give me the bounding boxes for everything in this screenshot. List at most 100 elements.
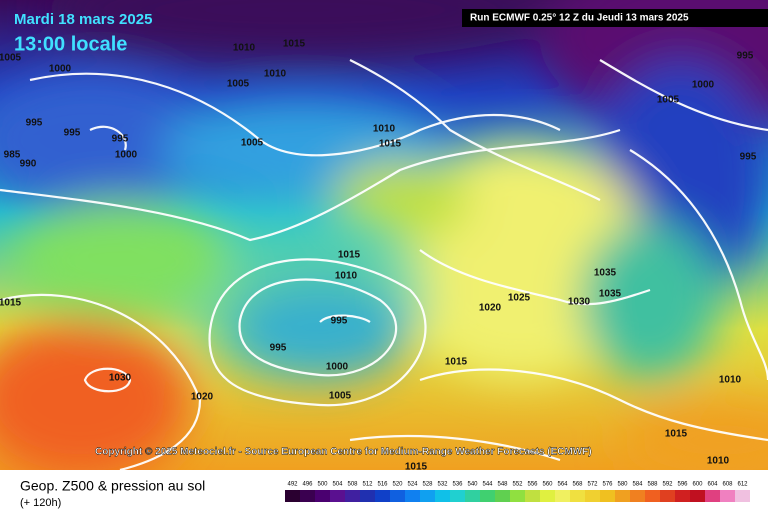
scale-label: 576 [602, 482, 613, 488]
copyright: Copyright © 2025 Meteociel.fr - Source E… [95, 447, 592, 458]
scale-label: 528 [422, 482, 433, 488]
scale-swatch [660, 490, 675, 502]
field: 1010 1015 1010 1005 1000 1005 995 995 995 1000 985… [0, 0, 768, 470]
isobar-label: 995 [112, 134, 129, 145]
isobar-label: 1010 [264, 69, 287, 80]
scale-label: 580 [617, 482, 628, 488]
scale-label: 600 [692, 482, 703, 488]
scale-swatch [570, 490, 585, 502]
isobar-label: 1000 [115, 150, 138, 161]
scale-swatch [330, 490, 345, 502]
isobar-label: 1010 [719, 375, 742, 386]
scale-swatch [345, 490, 360, 502]
scale-swatch [495, 490, 510, 502]
isobar-label: 995 [64, 128, 81, 139]
scale-label: 512 [362, 482, 373, 488]
scale-label: 520 [392, 482, 403, 488]
scale-swatch [300, 490, 315, 502]
scale-swatch [735, 490, 750, 502]
scale-swatch [390, 490, 405, 502]
isobar-label: 1015 [338, 250, 361, 261]
scale-label: 508 [347, 482, 358, 488]
isobar-label: 1010 [335, 271, 358, 282]
scale-swatch [540, 490, 555, 502]
isobar-label: 1030 [109, 373, 132, 384]
scale-swatch [600, 490, 615, 502]
isobar-label: 1005 [241, 138, 264, 149]
isobar-label: 995 [331, 316, 348, 327]
scale-label: 612 [737, 482, 748, 488]
scale-swatch [420, 490, 435, 502]
isobar-label: 985 [4, 150, 21, 161]
scale-label: 604 [707, 482, 718, 488]
scale-swatch [405, 490, 420, 502]
scale-swatch [615, 490, 630, 502]
scale-label: 572 [587, 482, 598, 488]
scale-swatch [585, 490, 600, 502]
isobar-label: 995 [740, 152, 757, 163]
isobar-label: 995 [26, 118, 43, 129]
isobar-label: 1020 [479, 303, 502, 314]
isobar-label: 1005 [227, 79, 250, 90]
isobar-label: 1010 [373, 124, 396, 135]
isobar-label: 1010 [233, 43, 256, 54]
scale-label: 548 [497, 482, 508, 488]
time: 13:00 locale [14, 33, 127, 55]
scale-swatch [555, 490, 570, 502]
scale-swatch [705, 490, 720, 502]
scale-label: 588 [647, 482, 658, 488]
scale-swatch [720, 490, 735, 502]
scale-label: 592 [662, 482, 673, 488]
scale-label: 496 [302, 482, 313, 488]
scale-swatch [375, 490, 390, 502]
isobar-label: 1000 [692, 80, 715, 91]
scale-label: 492 [287, 482, 298, 488]
scale-label: 524 [407, 482, 418, 488]
scale-swatch [480, 490, 495, 502]
isobar-label: 1000 [326, 362, 349, 373]
scale-label: 504 [332, 482, 343, 488]
isobar-label: 1010 [707, 456, 730, 467]
isobar-label: 1035 [599, 289, 622, 300]
scale-label: 500 [317, 482, 328, 488]
scale-label: 568 [572, 482, 583, 488]
date: Mardi 18 mars 2025 [14, 11, 152, 28]
isobar-label: 990 [20, 159, 37, 170]
scale-swatch [450, 490, 465, 502]
scale-swatch [690, 490, 705, 502]
scale-label: 540 [467, 482, 478, 488]
isobar-label: 1005 [329, 391, 352, 402]
scale-label: 552 [512, 482, 523, 488]
footer-lead: (+ 120h) [20, 497, 61, 509]
scale-label: 560 [542, 482, 553, 488]
scale-label: 536 [452, 482, 463, 488]
isobar-label: 1020 [191, 392, 214, 403]
scale-label: 608 [722, 482, 733, 488]
scale-label: 584 [632, 482, 643, 488]
scale-swatch [435, 490, 450, 502]
run-box [462, 9, 768, 27]
isobar-label: 995 [737, 51, 754, 62]
scale-swatch [360, 490, 375, 502]
scale-swatch [675, 490, 690, 502]
scale-label: 544 [482, 482, 493, 488]
scale-swatch [645, 490, 660, 502]
isobar-label: 1015 [0, 298, 22, 309]
scale-label: 516 [377, 482, 388, 488]
isobar-label: 1025 [508, 293, 531, 304]
scale-label: 564 [557, 482, 568, 488]
scale-swatch [510, 490, 525, 502]
scale-swatch [630, 490, 645, 502]
isobar-label: 1015 [283, 39, 306, 50]
scale-swatch [285, 490, 300, 502]
isobar-label: 1015 [445, 357, 468, 368]
isobar-label: 1015 [379, 139, 402, 150]
isobar-label: 1005 [0, 53, 22, 64]
isobar-label: 1005 [657, 95, 680, 106]
scale-swatch [525, 490, 540, 502]
scale-label: 532 [437, 482, 448, 488]
scale-label: 596 [677, 482, 688, 488]
isobar-label: 1030 [568, 297, 591, 308]
isobar-label: 995 [270, 343, 287, 354]
